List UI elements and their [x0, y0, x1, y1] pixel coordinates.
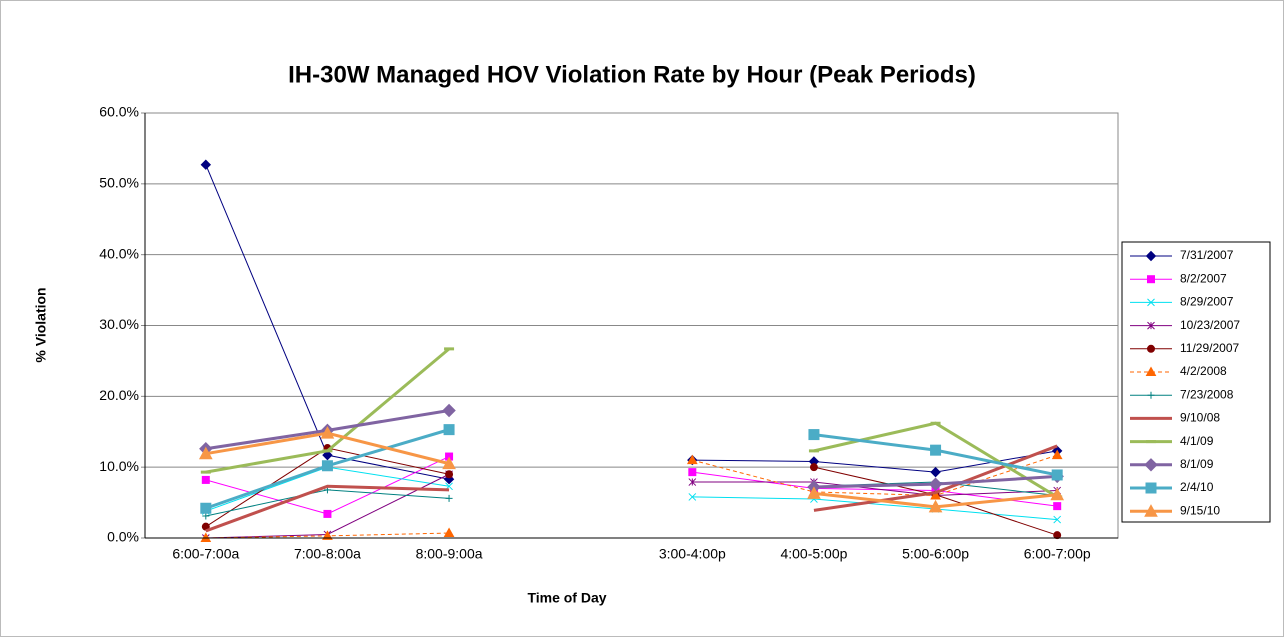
- legend-marker: [1145, 250, 1157, 262]
- x-tick-label: 6:00-7:00a: [172, 546, 239, 562]
- legend-label: 2/4/10: [1180, 480, 1214, 494]
- legend-label: 8/1/09: [1180, 457, 1214, 471]
- legend-marker: [1145, 482, 1157, 494]
- marker: [442, 403, 456, 418]
- x-tick-label: 8:00-9:00a: [416, 546, 483, 562]
- marker: [928, 499, 943, 513]
- legend-label: 4/1/09: [1180, 434, 1214, 448]
- legend-label: 9/15/10: [1180, 503, 1220, 517]
- legend-label: 7/23/2008: [1180, 387, 1234, 401]
- marker: [1050, 487, 1065, 501]
- legend-label: 8/29/2007: [1180, 295, 1234, 309]
- marker: [443, 527, 455, 538]
- marker: [198, 446, 213, 460]
- legend-marker: [1147, 298, 1155, 307]
- marker: [200, 159, 212, 170]
- y-tick-label: 50.0%: [99, 175, 139, 191]
- y-tick-label: 60.0%: [99, 104, 139, 120]
- y-tick-label: 20.0%: [99, 387, 139, 403]
- marker: [930, 489, 941, 500]
- legend-marker: [1147, 391, 1155, 399]
- marker: [807, 486, 821, 499]
- x-tick-label: 3:00-4:00p: [659, 546, 726, 562]
- marker: [1053, 502, 1062, 511]
- marker: [445, 494, 453, 502]
- x-tick-label: 5:00-6:00p: [902, 546, 969, 562]
- marker: [445, 470, 454, 479]
- marker: [321, 460, 333, 472]
- y-tick-label: 10.0%: [99, 458, 139, 474]
- legend-label: 7/31/2007: [1180, 248, 1234, 262]
- marker: [200, 502, 212, 514]
- marker: [201, 475, 210, 484]
- marker: [930, 444, 942, 456]
- marker: [930, 466, 941, 478]
- marker: [442, 456, 456, 470]
- marker: [320, 426, 335, 439]
- series-line: [205, 444, 1058, 533]
- x-axis-title: Time of Day: [527, 590, 606, 606]
- legend-marker: [1147, 321, 1155, 330]
- legend-marker: [1145, 366, 1157, 376]
- legend-marker: [1147, 344, 1155, 353]
- x-tick-label: 7:00-8:00a: [294, 546, 361, 562]
- chart-title: IH-30W Managed HOV Violation Rate by Hou…: [288, 61, 976, 88]
- marker: [1051, 449, 1063, 460]
- marker: [1053, 515, 1062, 524]
- legend-marker: [1144, 458, 1158, 472]
- marker: [322, 449, 333, 461]
- marker: [809, 463, 818, 472]
- marker: [928, 477, 943, 491]
- y-tick-label: 40.0%: [99, 245, 139, 261]
- legend-marker: [1144, 504, 1158, 517]
- marker: [686, 454, 698, 465]
- marker: [322, 530, 333, 540]
- x-tick-label: 6:00-7:00p: [1024, 546, 1091, 562]
- y-axis-title: % Violation: [33, 287, 49, 362]
- marker: [688, 468, 697, 477]
- y-tick-label: 0.0%: [107, 529, 139, 545]
- legend-label: 9/10/08: [1180, 411, 1220, 425]
- marker: [323, 509, 332, 518]
- legend-label: 4/2/2008: [1180, 364, 1227, 378]
- marker: [688, 478, 697, 486]
- marker: [443, 424, 455, 436]
- marker: [1051, 469, 1063, 481]
- legend-label: 10/23/2007: [1180, 318, 1240, 332]
- legend: [1121, 241, 1271, 523]
- y-tick-label: 30.0%: [99, 316, 139, 332]
- x-tick-label: 4:00-5:00p: [780, 546, 847, 562]
- legend-label: 11/29/2007: [1180, 341, 1239, 355]
- marker: [808, 429, 820, 441]
- marker: [1053, 531, 1062, 540]
- marker: [688, 493, 697, 501]
- legend-label: 8/2/2007: [1180, 271, 1227, 285]
- legend-marker: [1147, 275, 1155, 284]
